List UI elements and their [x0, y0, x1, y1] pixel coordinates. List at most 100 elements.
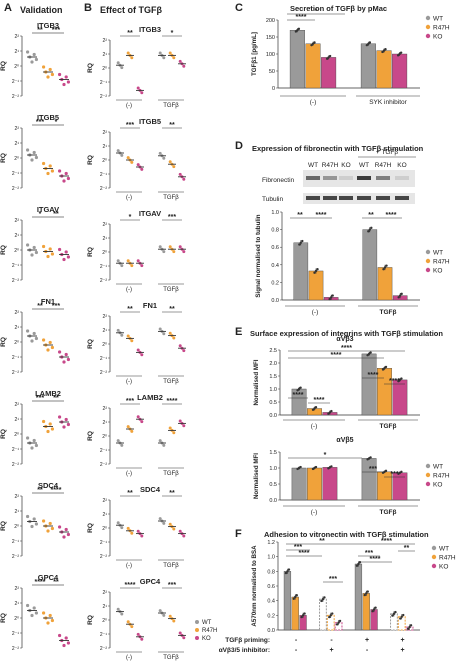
b-dot-LAMB2-0-1-2 [130, 429, 134, 433]
d-lane-label-5: KO [397, 162, 406, 169]
b-xgroup-1-FN1: (-) [126, 379, 132, 385]
f-pt-0-2-0 [300, 615, 303, 619]
b-ytick-label-FN1-3: 2⁻¹ [100, 356, 107, 362]
e2-legend-label-2: KO [433, 481, 442, 488]
a-dot-ITGAV-1-3 [48, 247, 52, 251]
c-legend-swatch-2 [425, 33, 431, 39]
f-bar-2-0 [354, 563, 363, 631]
b-xgroup-1-GPC4: (-) [126, 655, 132, 661]
e2-sig-2-label: *** [369, 466, 377, 473]
d-pt-0-0-0 [298, 243, 301, 246]
a-gene-title-ITGB3: ITGB3 [37, 21, 59, 30]
b-dot-ITGB3-0-2-2 [140, 91, 144, 95]
b-ytick-label-ITGB3-2: 2⁰ [102, 66, 107, 72]
b-ytick-label-GPC4-2: 2⁰ [102, 618, 107, 624]
a-sig-SDC4-2-label: **** [51, 487, 62, 494]
a-dot-ITGAV-2-3 [64, 250, 68, 254]
f-row2-sign-0: - [295, 647, 298, 654]
a-sig-ITGB3-2-label: *** [52, 27, 60, 34]
b-dot-ITGAV-1-1-0 [168, 245, 172, 249]
c-legend-swatch-1 [425, 24, 431, 30]
a-ytick-label-FN1-1: 2¹ [15, 325, 20, 331]
b-ytick-label-ITGAV-4: 2⁻² [100, 278, 107, 284]
b-sig-LAMB2-2-label: **** [167, 398, 178, 405]
b-ytick-label-ITGB3-3: 2⁻¹ [100, 80, 107, 86]
a-dot-LAMB2-1-0 [42, 419, 46, 424]
a-dot-ITGB5-1-4 [50, 169, 55, 173]
b-dot-ITGB5-1-1-2 [172, 165, 176, 169]
c-pt-1-1-2 [384, 48, 387, 51]
e2-pt-0-2-2 [330, 465, 333, 468]
a-gene-title-GPC4: GPC4 [38, 573, 59, 582]
b-ytick-label-FN1-2: 2⁰ [102, 342, 107, 348]
a-dot-ITGAV-1-4 [50, 252, 55, 256]
c-pt-0-1-2 [313, 41, 316, 44]
d-lane-label-1: R47H [322, 162, 339, 169]
d-pt-1-0-1 [368, 228, 372, 231]
a-dot-LAMB2-1-2 [46, 429, 50, 434]
b-dot-FN1-0-0-0 [116, 328, 120, 332]
f-pt-1-0-0 [320, 599, 323, 603]
a-ytick-label-LAMB2-2: 2⁰ [14, 432, 19, 438]
a-dot-SDC4-1-3 [48, 521, 52, 526]
e-sub2-title: αVβ5 [336, 437, 353, 444]
panel-d-letter: D [235, 140, 243, 152]
e1-ytick-label-3: 1.5 [269, 374, 277, 380]
a-dot-ITGAV-1-2 [46, 254, 50, 259]
f-sig-4-label: *** [365, 550, 373, 557]
b-dot-ITGAV-0-2-2 [140, 264, 144, 268]
b-dot-ITGB5-0-1-2 [130, 160, 134, 164]
b-ytick-label-FN1-4: 2⁻² [100, 370, 107, 376]
d-band-fn-5 [395, 176, 409, 180]
e2-bar-0-1 [307, 467, 322, 501]
e1-pt-0-1-2 [314, 406, 318, 409]
f-sig-5-label: **** [370, 556, 381, 563]
f-legend-label-2: KO [439, 563, 448, 570]
c-legend-label-1: R47H [433, 24, 450, 31]
b-dot-SDC4-0-2-2 [140, 534, 144, 538]
a-dot-GPC4-1-2 [46, 621, 50, 625]
b-ytick-label-ITGB5-3: 2⁻¹ [100, 172, 107, 178]
d-pt-0-0-2 [301, 239, 304, 243]
b-rq-label-FN1: RQ [87, 339, 94, 349]
c-pt-0-0-2 [297, 27, 301, 31]
d-band-tub-5 [395, 196, 409, 200]
b-xgroup-2-GPC4: TGFβ [163, 655, 179, 661]
c-legend-label-0: WT [433, 15, 443, 22]
f-ytick-label-3: 0.6 [267, 584, 275, 590]
b-dot-GPC4-1-0-0 [158, 609, 162, 613]
panel-f-letter: F [235, 528, 242, 540]
a-dot-SDC4-1-0 [42, 519, 46, 523]
a-dot-GPC4-1-0 [42, 611, 46, 615]
a-dot-SDC4-2-4 [66, 532, 70, 537]
f-pt-3-2-0 [406, 627, 410, 631]
b-dot-GPC4-1-1-2 [172, 619, 176, 623]
panel-a-title: Validation [20, 5, 63, 15]
a-ytick-label-ITGB5-4: 2⁻² [12, 186, 19, 192]
a-dot-LAMB2-2-0 [58, 415, 62, 419]
e1-pt-1-1-2 [384, 365, 388, 369]
a-ytick-label-GPC4-3: 2⁻¹ [12, 631, 19, 637]
ab-legend-swatch-1 [195, 628, 199, 632]
b-dot-FN1-1-2-2 [182, 349, 186, 353]
c-group1-label: (-) [310, 99, 317, 106]
a-sig-FN1-1-label: ** [37, 303, 43, 310]
a-ytick-label-ITGB3-0: 2² [15, 34, 20, 40]
f-pt-2-2-0 [371, 610, 374, 613]
b-dot-SDC4-1-0-0 [158, 517, 162, 521]
f-pt-1-1-0 [328, 615, 331, 619]
a-dot-LAMB2-1-3 [48, 422, 52, 426]
ab-legend-label-2: KO [202, 636, 211, 642]
b-rq-label-ITGB3: RQ [87, 63, 94, 73]
a-sig-SDC4-1-label: ** [37, 487, 43, 494]
c-bar-1-1 [376, 50, 392, 89]
f-pt-0-2-1 [301, 614, 305, 617]
b-ytick-label-LAMB2-3: 2⁻¹ [100, 448, 107, 454]
d-pt-1-1-2 [385, 264, 388, 267]
b-dot-LAMB2-0-0-2 [120, 443, 124, 447]
b-dot-GPC4-1-2-0 [178, 631, 182, 635]
a-ytick-label-FN1-4: 2⁻² [12, 370, 19, 376]
b-dot-SDC4-0-2-0 [136, 529, 140, 533]
a-dot-GPC4-2-0 [58, 633, 62, 638]
d-band-fn-1 [323, 176, 337, 180]
